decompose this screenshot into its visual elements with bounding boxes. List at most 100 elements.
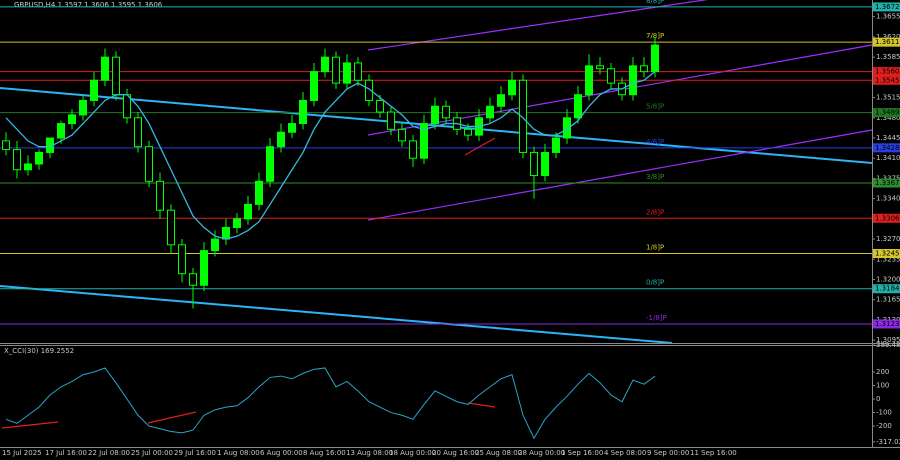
candle-body: [156, 180, 164, 211]
candle-body: [596, 65, 604, 70]
trend-line: [0, 285, 673, 344]
candle-body: [409, 140, 417, 159]
y-tick-label: -100: [876, 409, 892, 417]
y-tick-label: 399.4821: [876, 341, 900, 349]
candle-body: [354, 62, 362, 81]
y-tick-label: 1.3095: [876, 336, 900, 344]
level-label: 1.3560: [875, 68, 900, 76]
y-tick-label: 1.3480: [876, 114, 900, 122]
candle-body: [321, 56, 329, 73]
x-tick-label: 13 Aug 08:00: [346, 449, 393, 457]
y-tick-label: 1.3165: [876, 296, 900, 304]
y-tick-label: -317.0211: [876, 438, 900, 446]
y-tick-label: 1.3410: [876, 154, 900, 162]
divergence-line: [1, 421, 59, 429]
x-tick-label: 28 Aug 00:00: [518, 449, 565, 457]
candle-body: [530, 151, 538, 177]
candle-body: [640, 65, 648, 73]
candle-body: [607, 68, 615, 84]
candle-body: [134, 117, 142, 148]
level-label: 1.3611: [875, 38, 900, 46]
y-tick-label: 1.3655: [876, 13, 900, 21]
candle-body: [343, 62, 351, 84]
level-tag: 4/8]P: [646, 138, 664, 146]
candle-body: [200, 250, 208, 286]
y-tick-label: 1.3340: [876, 195, 900, 203]
channel-line: [367, 129, 873, 221]
level-label-box: [873, 37, 900, 47]
candle-body: [519, 79, 527, 153]
candle-body: [244, 203, 252, 220]
level-label-box: [873, 319, 900, 329]
trend-line: [0, 87, 873, 164]
candle-body: [266, 146, 274, 182]
indicator-title: X_CCI(30) 169.2552: [4, 347, 74, 355]
level-label: 1.3245: [875, 249, 900, 257]
candle-body: [57, 123, 65, 139]
x-tick-label: 18 Aug 00:00: [389, 449, 436, 457]
level-tag: 8/8]P: [646, 0, 664, 5]
x-tick-label: 20 Aug 16:00: [432, 449, 479, 457]
level-tag: 5/8]P: [646, 103, 664, 111]
level-tag: 7/8]P: [646, 32, 664, 40]
candle-body: [24, 163, 32, 171]
level-label-box: [873, 2, 900, 12]
y-tick-label: 1.3620: [876, 33, 900, 41]
candle-body: [442, 105, 450, 119]
x-tick-label: 11 Sep 16:00: [690, 449, 737, 457]
candle-body: [629, 65, 637, 96]
level-label-box: [873, 108, 900, 118]
level-label: 1.3489: [875, 109, 900, 117]
candle-body: [189, 273, 197, 286]
candle-body: [486, 105, 494, 119]
candle-body: [365, 79, 373, 101]
level-label-box: [873, 213, 900, 223]
level-label: 1.3184: [875, 285, 900, 293]
level-label: 1.3306: [875, 214, 900, 222]
level-tag: 3/8]P: [646, 173, 664, 181]
level-label-box: [873, 143, 900, 153]
candle-body: [288, 123, 296, 133]
level-label: 1.3367: [875, 179, 900, 187]
level-tag: 0/8]P: [646, 279, 664, 287]
y-tick-label: 1.3375: [876, 174, 900, 182]
moving-average: [5, 71, 656, 240]
candle-body: [497, 94, 505, 107]
candle-body: [145, 146, 153, 182]
y-tick-label: 0: [876, 395, 880, 403]
level-label-box: [873, 67, 900, 77]
cci-line: [5, 367, 656, 440]
candle-body: [651, 44, 659, 73]
y-tick-label: 1.3585: [876, 53, 900, 61]
candle-body: [35, 151, 43, 165]
x-tick-label: 9 Sep 00:00: [647, 449, 689, 457]
x-tick-label: 4 Sep 08:00: [604, 449, 646, 457]
y-tick-label: 1.3270: [876, 235, 900, 243]
candle-body: [398, 128, 406, 142]
candle-body: [255, 180, 263, 205]
chart-title: GBPUSD,H4 1.3597 1.3606 1.3595 1.3606: [14, 1, 163, 9]
candle-body: [508, 79, 516, 96]
level-tag: -1/8]P: [646, 314, 667, 322]
candle-body: [431, 105, 439, 125]
candle-body: [79, 99, 87, 116]
y-tick-label: 1.3200: [876, 275, 900, 283]
divergence-line: [467, 402, 496, 408]
y-tick-label: 1.3515: [876, 94, 900, 102]
level-label: 1.3545: [875, 76, 900, 84]
x-tick-label: 17 Jul 16:00: [45, 449, 87, 457]
x-tick-label: 1 Aug 08:00: [217, 449, 260, 457]
level-label-box: [873, 75, 900, 85]
level-label: 1.3123: [875, 320, 900, 328]
candle-body: [387, 111, 395, 130]
divergence-line: [464, 137, 496, 156]
candle-body: [112, 56, 120, 96]
y-tick-label: 1.3445: [876, 134, 900, 142]
x-tick-label: 22 Jul 08:00: [88, 449, 130, 457]
y-tick-label: -200: [876, 422, 892, 430]
y-tick-label: 1.3235: [876, 255, 900, 263]
level-label: 1.3428: [875, 144, 900, 152]
level-label: 1.3672: [875, 3, 900, 11]
candle-body: [101, 56, 109, 81]
